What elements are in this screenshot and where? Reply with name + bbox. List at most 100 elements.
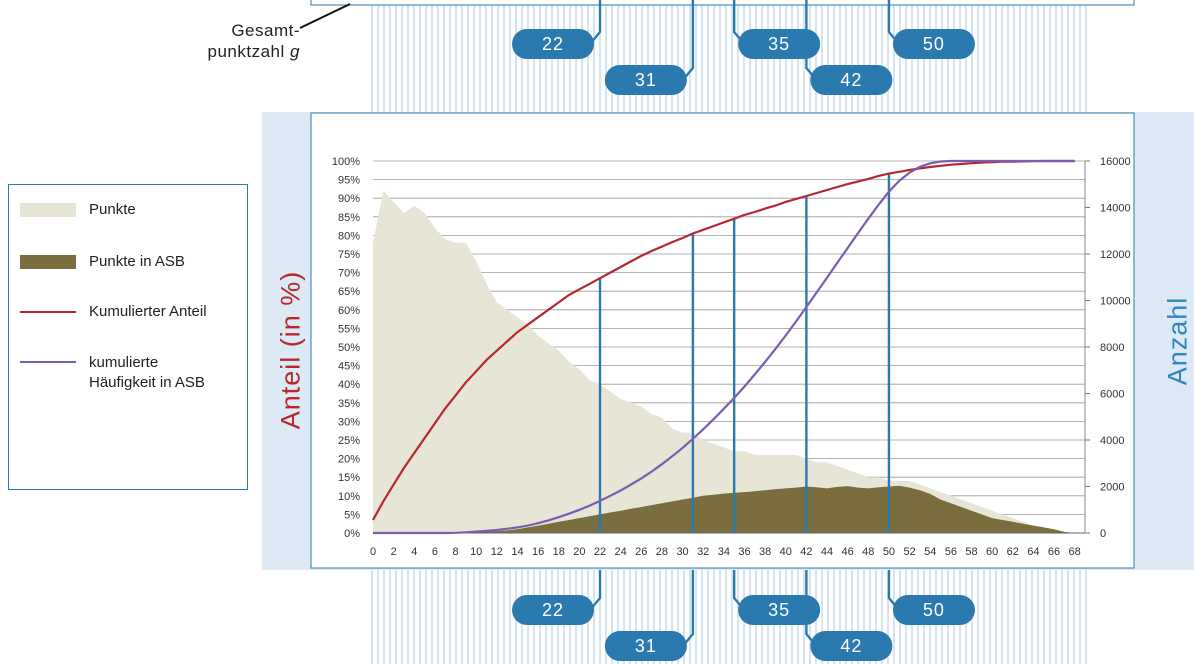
y-left-tick-label: 60%	[338, 305, 360, 317]
x-tick-label: 4	[411, 546, 417, 558]
y-right-tick-label: 14000	[1100, 203, 1131, 215]
y-left-tick-label: 45%	[338, 361, 360, 373]
bottom-stripe-band	[371, 570, 1087, 664]
x-tick-label: 34	[718, 546, 730, 558]
series-area-punkte-in-asb	[373, 485, 1075, 533]
x-tick-label: 32	[697, 546, 709, 558]
marker-pill	[512, 29, 595, 59]
x-tick-label: 20	[573, 546, 585, 558]
x-tick-label: 36	[738, 546, 750, 558]
marker-pill-label: 35	[768, 34, 790, 54]
x-tick-label: 64	[1027, 546, 1039, 558]
y-left-tick-label: 95%	[338, 175, 360, 187]
series-line-kumulierte-haeufigkeit	[373, 159, 1075, 535]
gesamt-pointer-line	[299, 3, 351, 29]
x-tick-label: 56	[945, 546, 957, 558]
marker-pill-label: 22	[542, 600, 564, 620]
left-axis-title: Anteil (in %)	[275, 270, 306, 430]
x-tick-label: 14	[511, 546, 523, 558]
y-left-tick-label: 90%	[338, 193, 360, 205]
x-tick-label: 54	[924, 546, 936, 558]
x-tick-label: 28	[656, 546, 668, 558]
x-tick-label: 30	[676, 546, 688, 558]
marker-pill	[810, 631, 893, 661]
x-tick-label: 12	[491, 546, 503, 558]
x-tick-label: 44	[821, 546, 833, 558]
y-left-tick-label: 10%	[338, 491, 360, 503]
legend-label-punkte: Punkte	[89, 201, 136, 218]
y-right-tick-label: 16000	[1100, 156, 1131, 168]
marker-pill-label: 22	[542, 34, 564, 54]
marker-pill-label: 50	[923, 34, 945, 54]
series-line-kumulierter-anteil	[372, 159, 1075, 521]
legend-swatch-punkte	[20, 203, 76, 217]
x-tick-label: 40	[780, 546, 792, 558]
y-left-tick-label: 85%	[338, 212, 360, 224]
x-tick-label: 26	[635, 546, 647, 558]
x-tick-label: 46	[842, 546, 854, 558]
series-area-punkte	[373, 190, 1075, 534]
y-left-tick-label: 75%	[338, 249, 360, 261]
marker-pill	[892, 29, 975, 59]
marker-pill	[512, 595, 595, 625]
marker-pill	[604, 65, 687, 95]
legend-label-kumulierter-anteil: Kumulierter Anteil	[89, 303, 207, 320]
x-tick-label: 66	[1048, 546, 1060, 558]
marker-pill	[738, 595, 821, 625]
y-left-tick-label: 15%	[338, 472, 360, 484]
x-tick-label: 10	[470, 546, 482, 558]
y-left-tick-label: 100%	[332, 156, 360, 168]
marker-pill-label: 42	[840, 70, 862, 90]
x-tick-label: 2	[391, 546, 397, 558]
legend-label-punkte-in-asb: Punkte in ASB	[89, 253, 185, 270]
x-tick-label: 42	[800, 546, 812, 558]
gesamt-line1: Gesamt-	[231, 21, 300, 40]
y-left-tick-label: 30%	[338, 416, 360, 428]
y-left-tick-label: 35%	[338, 398, 360, 410]
x-tick-label: 0	[370, 546, 376, 558]
y-left-tick-label: 70%	[338, 268, 360, 280]
y-left-tick-label: 5%	[344, 509, 360, 521]
x-tick-label: 62	[1007, 546, 1019, 558]
x-tick-label: 24	[615, 546, 627, 558]
y-left-tick-label: 20%	[338, 454, 360, 466]
x-tick-label: 60	[986, 546, 998, 558]
legend-swatch-punkte-in-asb	[20, 255, 76, 269]
legend-swatch-kumulierter-anteil	[20, 311, 76, 313]
marker-pill-label: 50	[923, 600, 945, 620]
y-right-tick-label: 10000	[1100, 296, 1131, 308]
x-tick-label: 68	[1069, 546, 1081, 558]
top-frame-remnant	[310, 0, 1135, 6]
x-tick-label: 8	[452, 546, 458, 558]
marker-pill	[604, 631, 687, 661]
x-tick-label: 6	[432, 546, 438, 558]
legend-label-kumulierte-haeufigkeit: kumulierte Häufigkeit in ASB	[89, 354, 205, 391]
y-right-tick-label: 12000	[1100, 249, 1131, 261]
gesamtpunktzahl-label: Gesamt- punktzahl g	[150, 20, 300, 62]
y-right-tick-label: 2000	[1100, 482, 1124, 494]
legend: Punkte Punkte in ASB Kumulierter Anteil …	[8, 184, 248, 490]
y-left-tick-label: 50%	[338, 342, 360, 354]
x-tick-label: 38	[759, 546, 771, 558]
y-left-tick-label: 25%	[338, 435, 360, 447]
y-right-tick-label: 6000	[1100, 389, 1124, 401]
y-left-tick-label: 55%	[338, 323, 360, 335]
x-tick-label: 16	[532, 546, 544, 558]
x-tick-label: 48	[862, 546, 874, 558]
y-right-tick-label: 0	[1100, 528, 1106, 540]
x-tick-label: 18	[553, 546, 565, 558]
marker-pill-label: 35	[768, 600, 790, 620]
marker-pill-label: 31	[635, 70, 657, 90]
y-left-tick-label: 40%	[338, 379, 360, 391]
plot-area: 0% 5% 10% 15% 20% 25% 30% 35% 40% 45% 50% 55% 60% 65%…	[332, 156, 1131, 558]
gesamt-variable: g	[290, 42, 300, 61]
gesamt-word: punktzahl	[207, 42, 285, 61]
right-axis-title: Anzahl	[1162, 296, 1193, 386]
marker-pill-label: 42	[840, 636, 862, 656]
top-marker-group: 22 35 50 31 42	[512, 0, 975, 95]
bottom-marker-group: 22 35 50 31 42	[512, 570, 975, 661]
y-left-tick-label: 0%	[344, 528, 360, 540]
x-tick-label: 22	[594, 546, 606, 558]
marker-pill-label: 31	[635, 636, 657, 656]
marker-pill	[892, 595, 975, 625]
